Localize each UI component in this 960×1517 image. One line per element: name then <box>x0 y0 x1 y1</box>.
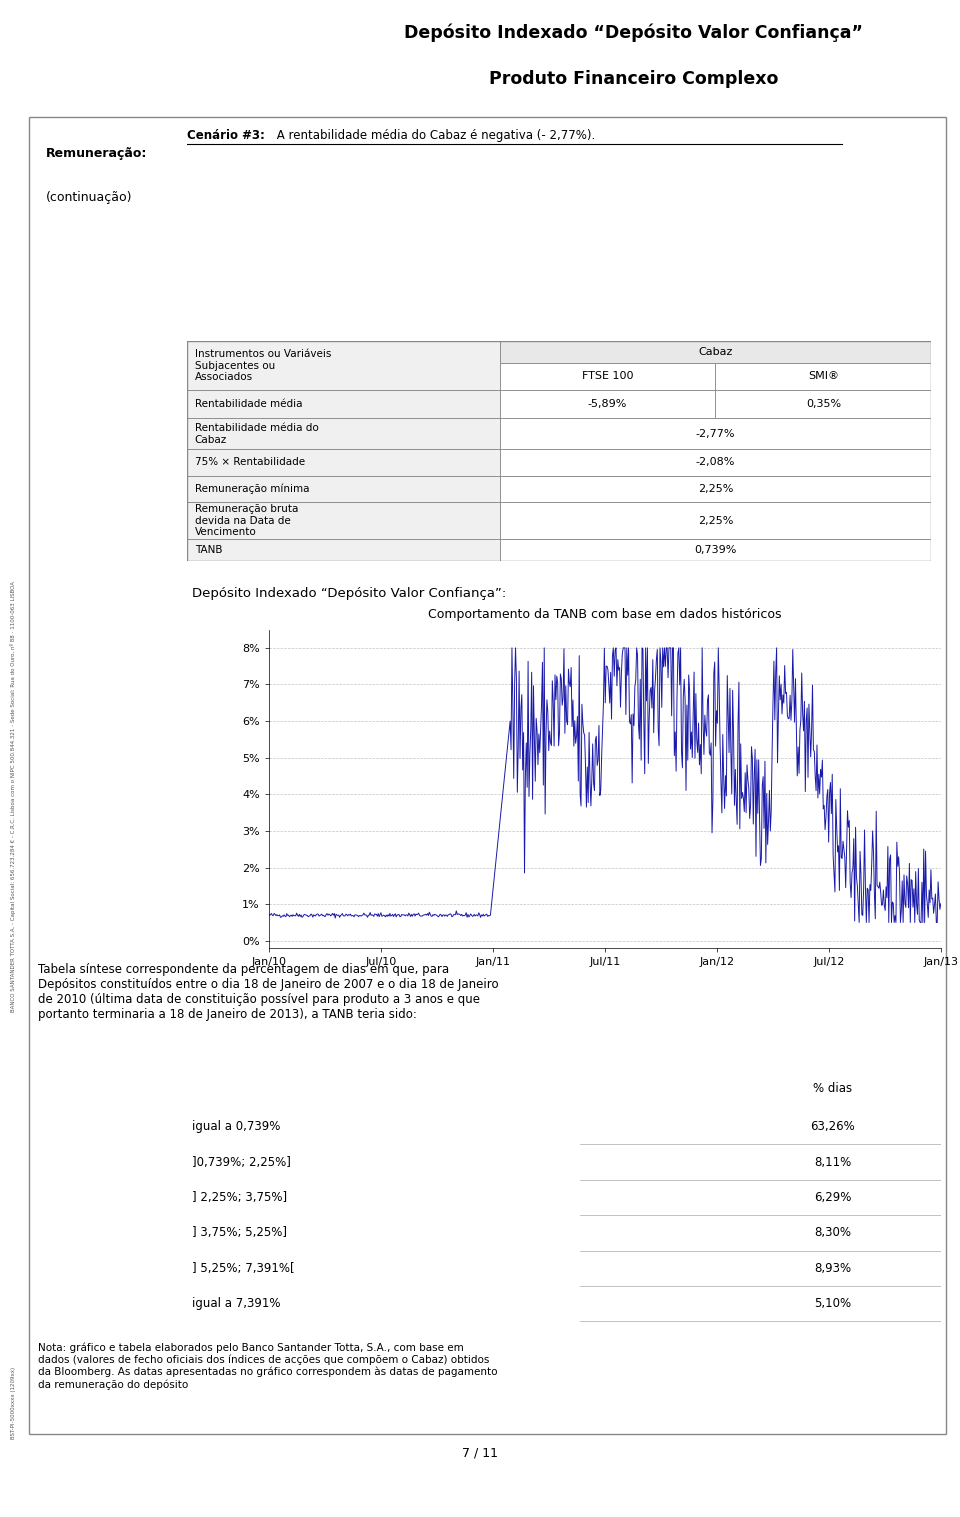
Text: 2,25%: 2,25% <box>698 516 733 525</box>
Text: ] 5,25%; 7,391%[: ] 5,25%; 7,391%[ <box>192 1262 295 1274</box>
Bar <box>499 502 931 540</box>
Bar <box>187 419 499 449</box>
Text: 7 / 11: 7 / 11 <box>462 1446 498 1459</box>
Bar <box>499 363 715 390</box>
Bar <box>187 449 499 475</box>
Text: Remuneração mínima: Remuneração mínima <box>195 484 309 495</box>
Text: Remuneração bruta
devida na Data de
Vencimento: Remuneração bruta devida na Data de Venc… <box>195 504 298 537</box>
Text: (continuação): (continuação) <box>46 191 132 203</box>
Bar <box>499 475 931 502</box>
Title: Comportamento da TANB com base em dados históricos: Comportamento da TANB com base em dados … <box>428 608 781 622</box>
Text: TANB: TANB <box>195 545 222 555</box>
Text: ✦: ✦ <box>49 42 70 67</box>
Bar <box>187 341 499 390</box>
Text: ] 2,25%; 3,75%]: ] 2,25%; 3,75%] <box>192 1191 287 1204</box>
Bar <box>499 419 931 449</box>
Text: 8,11%: 8,11% <box>814 1156 852 1168</box>
Text: Nota: gráfico e tabela elaborados pelo Banco Santander Totta, S.A., com base em
: Nota: gráfico e tabela elaborados pelo B… <box>38 1343 498 1390</box>
Bar <box>499 390 715 419</box>
Bar <box>187 540 499 561</box>
Text: Instrumentos ou Variáveis
Subjacentes ou
Associados: Instrumentos ou Variáveis Subjacentes ou… <box>195 349 331 382</box>
Text: 8,30%: 8,30% <box>814 1226 851 1239</box>
Text: Rentabilidade média do
Cabaz: Rentabilidade média do Cabaz <box>195 423 319 444</box>
Text: BST-PI-5000xxxx (1209xx): BST-PI-5000xxxx (1209xx) <box>11 1367 16 1440</box>
Text: ]0,739%; 2,25%]: ]0,739%; 2,25%] <box>192 1156 291 1168</box>
Text: ] 3,75%; 5,25%]: ] 3,75%; 5,25%] <box>192 1226 287 1239</box>
Text: 8,93%: 8,93% <box>814 1262 852 1274</box>
Text: Santander Totta: Santander Totta <box>89 46 253 64</box>
Bar <box>187 475 499 502</box>
Text: -2,08%: -2,08% <box>696 457 735 467</box>
Text: Remuneração:: Remuneração: <box>46 147 147 159</box>
Bar <box>499 341 931 363</box>
Text: SMI®: SMI® <box>807 372 839 381</box>
Text: FTSE 100: FTSE 100 <box>582 372 634 381</box>
Text: Rentabilidade média: Rentabilidade média <box>195 399 302 410</box>
Bar <box>499 540 931 561</box>
Text: Tabela síntese correspondente da percentagem de dias em que, para
Depósitos cons: Tabela síntese correspondente da percent… <box>38 963 499 1021</box>
Bar <box>187 390 499 419</box>
Text: -5,89%: -5,89% <box>588 399 627 410</box>
Text: 2,25%: 2,25% <box>698 484 733 493</box>
Bar <box>499 449 931 475</box>
Text: Depósito Indexado “Depósito Valor Confiança”: Depósito Indexado “Depósito Valor Confia… <box>404 24 863 42</box>
Bar <box>187 502 499 540</box>
Text: Cenário #3:: Cenário #3: <box>187 129 265 143</box>
Bar <box>715 390 931 419</box>
Text: Depósito Indexado “Depósito Valor Confiança”:: Depósito Indexado “Depósito Valor Confia… <box>192 587 506 599</box>
Text: A rentabilidade média do Cabaz é negativa (- 2,77%).: A rentabilidade média do Cabaz é negativ… <box>273 129 595 143</box>
Text: igual a 0,739%: igual a 0,739% <box>192 1120 280 1133</box>
Text: 6,29%: 6,29% <box>814 1191 852 1204</box>
Text: 63,26%: 63,26% <box>810 1120 855 1133</box>
Text: % dias: % dias <box>813 1083 852 1095</box>
Text: BANCO SANTANDER TOTTA S.A. - Capital Social: 656.723.284 € - C.R.C. Lisboa com o: BANCO SANTANDER TOTTA S.A. - Capital Soc… <box>11 581 16 1012</box>
Text: 5,10%: 5,10% <box>814 1297 852 1311</box>
Text: 0,35%: 0,35% <box>805 399 841 410</box>
Bar <box>715 363 931 390</box>
Text: Produto Financeiro Complexo: Produto Financeiro Complexo <box>489 70 779 88</box>
Text: Cabaz: Cabaz <box>698 347 732 356</box>
Text: 0,739%: 0,739% <box>694 545 736 555</box>
Text: -2,77%: -2,77% <box>696 429 735 438</box>
Text: igual a 7,391%: igual a 7,391% <box>192 1297 280 1311</box>
Text: 75% × Rentabilidade: 75% × Rentabilidade <box>195 457 304 467</box>
